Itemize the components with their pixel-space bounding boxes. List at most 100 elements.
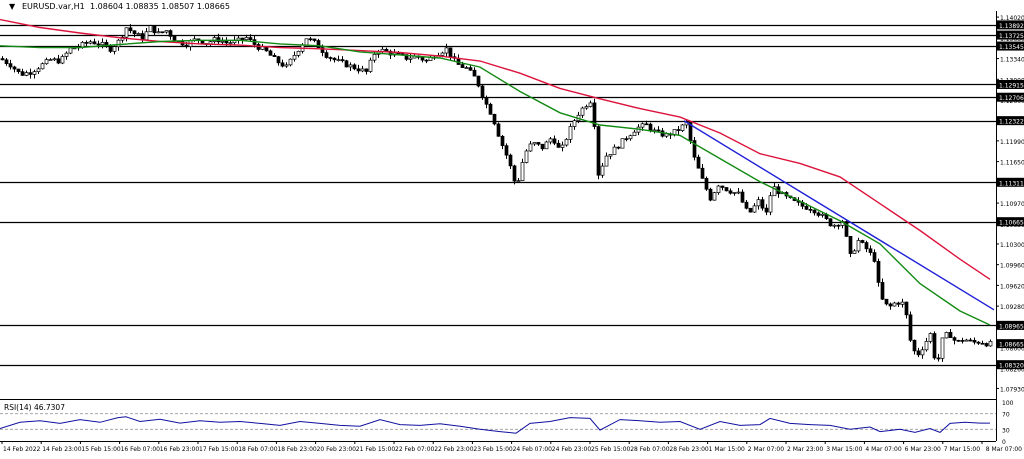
candle-body [884, 298, 889, 305]
candle-body [28, 72, 33, 75]
candle-body [492, 113, 497, 125]
candle-body [864, 242, 869, 250]
candle-body [164, 30, 169, 33]
time-tick-label: 20 Feb 23:00 [317, 446, 357, 453]
price-tick-label: 1.10300 [1000, 242, 1024, 249]
candle-body [632, 131, 637, 137]
time-tick-label: 16 Feb 07:00 [121, 446, 161, 453]
level-tag-label: 1.10665 [999, 220, 1024, 227]
time-tick-label: 21 Feb 15:00 [356, 446, 396, 453]
candle-body [408, 57, 413, 60]
price-tick-label: 1.14020 [1000, 15, 1024, 22]
time-tick-label: 2 Mar 07:00 [748, 446, 784, 453]
candle-body [308, 38, 313, 41]
rsi-layer [0, 413, 996, 434]
candle-body [32, 71, 37, 75]
candle-body [140, 33, 145, 41]
level-tag-label: 1.13725 [999, 33, 1024, 40]
candle-body [128, 27, 133, 32]
candle-body [344, 60, 349, 68]
candle-body [220, 40, 225, 43]
candle-body [720, 185, 725, 188]
time-tick-label: 15 Feb 15:00 [81, 446, 121, 453]
candle-body [604, 155, 609, 167]
candle-body [472, 69, 477, 77]
time-tick-label: 8 Mar 07:00 [986, 446, 1022, 453]
current-price-tag [997, 339, 1024, 349]
candle-body [476, 75, 481, 87]
candle-body [964, 339, 969, 342]
candle-body [420, 56, 425, 61]
candle-body [768, 195, 773, 213]
candle-body [724, 187, 729, 192]
candle-body [948, 332, 953, 338]
candle-body [160, 31, 165, 34]
candle-body [896, 302, 901, 305]
candle-body [440, 52, 445, 56]
candle-body [980, 342, 985, 345]
axes-layer: 1.140201.136801.133401.130001.126601.123… [0, 11, 1024, 453]
candle-body [56, 58, 61, 64]
time-tick-label: 2 Mar 23:00 [787, 446, 823, 453]
candle-body [572, 120, 577, 127]
candle-body [460, 64, 465, 69]
candle-body [8, 63, 13, 68]
header-arrow-icon[interactable]: ▼ [9, 2, 16, 11]
candle-body [484, 97, 489, 105]
time-tick-label: 28 Feb 07:00 [630, 446, 670, 453]
candle-body [888, 303, 893, 307]
candle-body [584, 106, 589, 109]
candles-layer [0, 24, 993, 362]
price-tick-label: 1.09620 [1000, 283, 1024, 290]
candle-body [340, 59, 345, 62]
candle-body [940, 337, 945, 359]
candle-body [756, 199, 761, 207]
candle-body [968, 339, 973, 342]
candle-body [80, 42, 85, 48]
level-tag [997, 177, 1024, 187]
level-tag-label: 1.12915 [999, 82, 1024, 89]
candle-body [596, 126, 601, 176]
time-tick-label: 23 Feb 15:00 [473, 446, 513, 453]
level-tag [997, 20, 1024, 30]
candle-body [532, 142, 537, 145]
candle-body [748, 207, 753, 213]
level-tag-label: 1.08320 [999, 363, 1024, 370]
candle-body [556, 142, 561, 148]
candle-body [268, 50, 273, 56]
candle-body [580, 107, 585, 116]
candle-body [760, 199, 765, 209]
candle-body [612, 146, 617, 155]
time-tick-label: 17 Feb 15:00 [199, 446, 239, 453]
candle-body [804, 205, 809, 210]
candle-body [304, 38, 309, 46]
candle-body [740, 191, 745, 203]
candle-body [136, 33, 141, 35]
candle-body [716, 185, 721, 193]
candle-body [288, 58, 293, 66]
candle-body [92, 41, 97, 45]
level-tag [997, 217, 1024, 227]
candle-body [552, 138, 557, 144]
candle-body [704, 177, 709, 190]
candle-body [284, 64, 289, 67]
level-tag-label: 1.13545 [999, 44, 1024, 51]
rsi-line [0, 416, 990, 434]
candle-body [356, 68, 361, 72]
candle-body [680, 124, 685, 131]
candle-body [488, 103, 493, 115]
candle-body [816, 212, 821, 216]
price-tick-label: 1.08260 [1000, 366, 1024, 373]
candle-body [676, 129, 681, 131]
candle-body [152, 25, 157, 34]
level-tag-label: 1.08965 [999, 323, 1024, 330]
candle-body [764, 207, 769, 213]
candle-body [116, 39, 121, 48]
candle-body [832, 224, 837, 227]
candle-body [988, 341, 993, 347]
candle-body [516, 180, 521, 182]
candle-body [44, 59, 49, 65]
